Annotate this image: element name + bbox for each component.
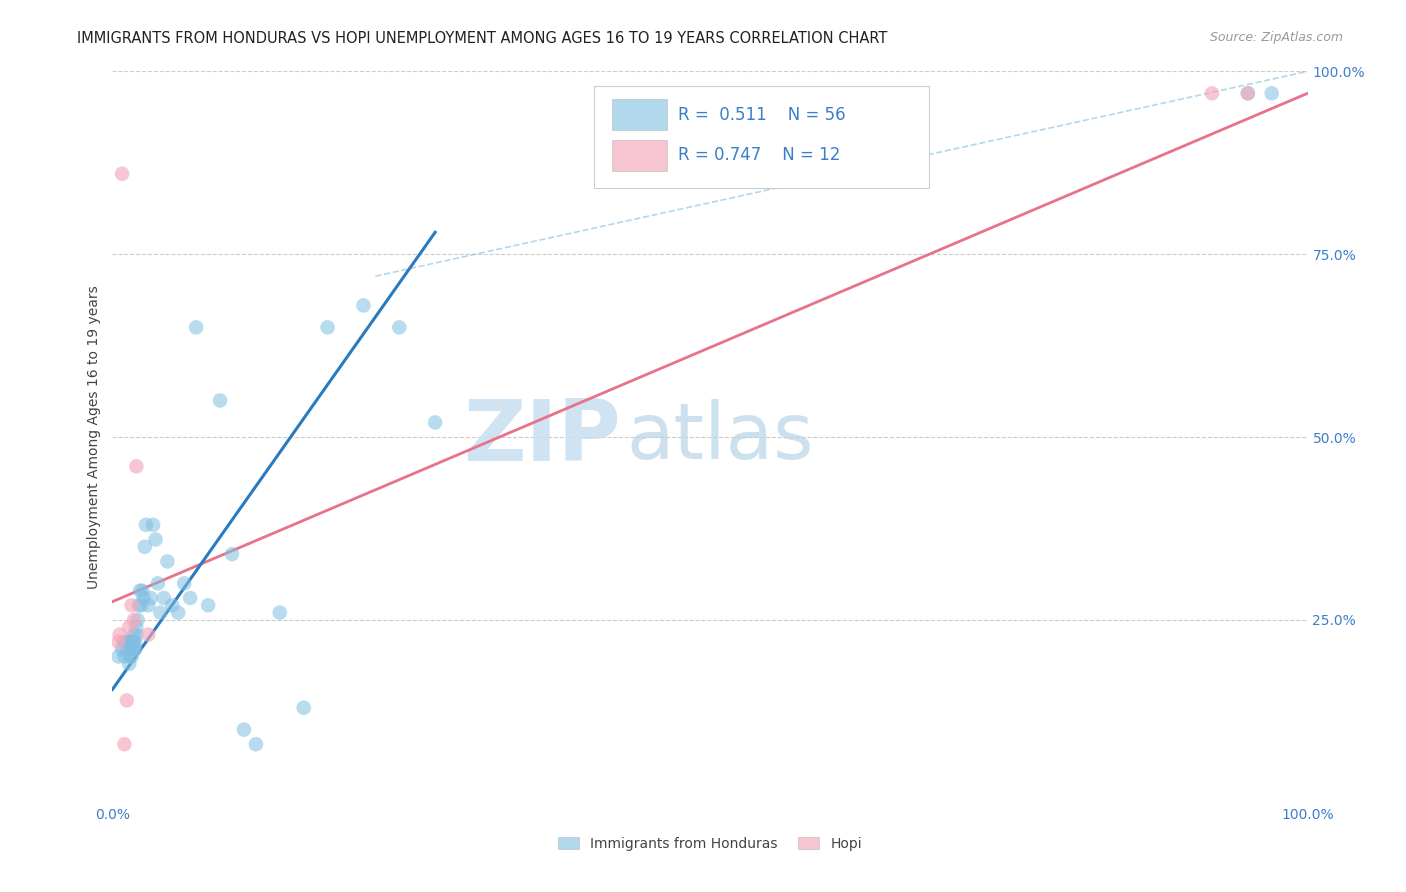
- Point: [269, 606, 291, 620]
- Point: [122, 635, 145, 649]
- Point: [233, 723, 256, 737]
- Point: [122, 613, 145, 627]
- Point: [121, 635, 143, 649]
- FancyBboxPatch shape: [612, 140, 666, 171]
- Point: [125, 620, 148, 634]
- Point: [129, 583, 152, 598]
- Point: [121, 599, 143, 613]
- Point: [127, 613, 149, 627]
- Point: [146, 576, 169, 591]
- Point: [135, 517, 157, 532]
- Point: [221, 547, 243, 561]
- Point: [125, 627, 148, 641]
- Point: [112, 635, 135, 649]
- Point: [118, 657, 141, 671]
- Point: [162, 599, 183, 613]
- Point: [131, 583, 153, 598]
- Point: [111, 167, 134, 181]
- Point: [186, 320, 208, 334]
- Point: [118, 620, 141, 634]
- Point: [173, 576, 195, 591]
- FancyBboxPatch shape: [595, 86, 929, 188]
- Text: R = 0.747    N = 12: R = 0.747 N = 12: [678, 146, 841, 164]
- Point: [128, 599, 150, 613]
- Text: Source: ZipAtlas.com: Source: ZipAtlas.com: [1209, 31, 1343, 45]
- Point: [107, 649, 129, 664]
- Text: ZIP: ZIP: [463, 395, 620, 479]
- Point: [122, 627, 145, 641]
- Point: [122, 642, 145, 657]
- Point: [1261, 87, 1284, 101]
- Point: [124, 642, 146, 657]
- Point: [114, 635, 136, 649]
- Point: [138, 599, 160, 613]
- Point: [117, 635, 139, 649]
- Point: [124, 635, 146, 649]
- Point: [292, 700, 315, 714]
- Point: [118, 635, 141, 649]
- Point: [1237, 87, 1260, 101]
- Point: [121, 642, 143, 657]
- Text: atlas: atlas: [627, 399, 814, 475]
- Point: [352, 298, 374, 312]
- Point: [209, 393, 232, 408]
- Point: [111, 642, 134, 657]
- Y-axis label: Unemployment Among Ages 16 to 19 years: Unemployment Among Ages 16 to 19 years: [87, 285, 101, 589]
- Point: [145, 533, 167, 547]
- Point: [134, 540, 156, 554]
- Point: [120, 649, 142, 664]
- Point: [138, 627, 160, 641]
- Point: [142, 517, 165, 532]
- Point: [125, 459, 148, 474]
- Text: IMMIGRANTS FROM HONDURAS VS HOPI UNEMPLOYMENT AMONG AGES 16 TO 19 YEARS CORRELAT: IMMIGRANTS FROM HONDURAS VS HOPI UNEMPLO…: [77, 31, 887, 46]
- Point: [156, 554, 179, 568]
- Point: [197, 599, 219, 613]
- Point: [425, 416, 447, 430]
- Point: [121, 649, 143, 664]
- Point: [1201, 87, 1223, 101]
- Point: [388, 320, 411, 334]
- Point: [129, 599, 152, 613]
- Point: [149, 606, 172, 620]
- Point: [245, 737, 267, 751]
- Point: [115, 642, 138, 657]
- Legend: Immigrants from Honduras, Hopi: Immigrants from Honduras, Hopi: [558, 837, 862, 851]
- Point: [316, 320, 339, 334]
- Point: [120, 635, 142, 649]
- Point: [108, 627, 131, 641]
- Point: [167, 606, 190, 620]
- Point: [114, 649, 135, 664]
- Point: [114, 737, 135, 751]
- Point: [132, 591, 155, 605]
- Point: [139, 591, 162, 605]
- Point: [1237, 87, 1260, 101]
- Point: [179, 591, 201, 605]
- Point: [121, 635, 143, 649]
- FancyBboxPatch shape: [612, 99, 666, 130]
- Point: [115, 693, 138, 707]
- Text: R =  0.511    N = 56: R = 0.511 N = 56: [678, 105, 845, 123]
- Point: [153, 591, 176, 605]
- Point: [107, 635, 129, 649]
